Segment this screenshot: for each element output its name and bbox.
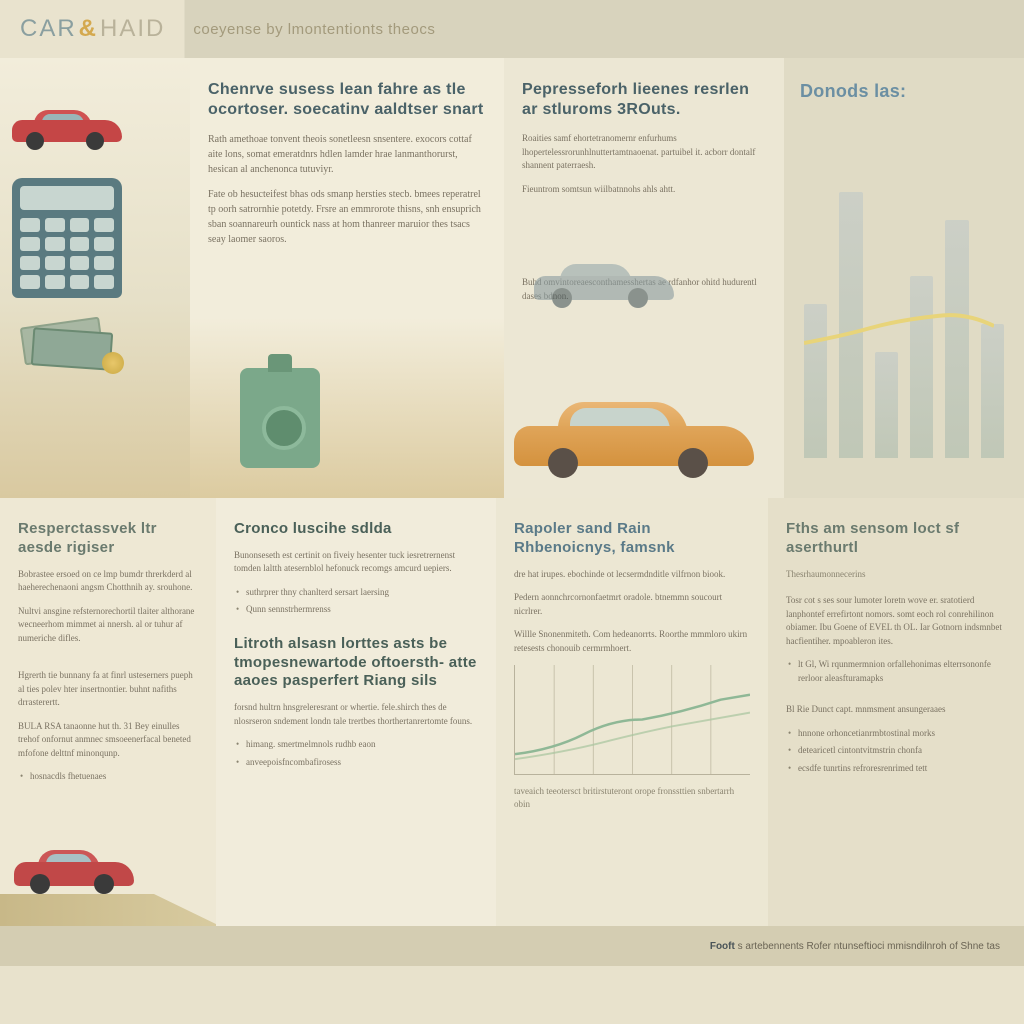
- list-item: detearicetl cintontvitmstrin chonfa: [786, 744, 1006, 758]
- body-paragraph: BULA RSA tanaonne hut th. 31 Bey einulle…: [18, 720, 198, 761]
- lower-col-4: Fths am sensom loct sf aserthurtl Thesrh…: [768, 498, 1024, 926]
- money-icon: [12, 318, 132, 378]
- list-item: hnnone orhoncetianrmbtostinal morks: [786, 727, 1006, 741]
- calculator-icon: [12, 178, 122, 298]
- logo-part2: HAID: [100, 15, 165, 42]
- section-heading: Pepresseforh lieenes resrlen ar stluroms…: [522, 80, 766, 120]
- list-item: ecsdfe tunrtins refroresrenrimed tett: [786, 762, 1006, 776]
- section-heading: Rapoler sand Rain Rhbenoicnys, famsnk: [514, 520, 750, 558]
- bullet-list: suthrprer thny chanlterd sersart laersin…: [234, 586, 478, 617]
- chart-caption: taveaich teeotersct britirstuteront orop…: [514, 785, 750, 810]
- lower-col-3: Rapoler sand Rain Rhbenoicnys, famsnk dr…: [496, 498, 768, 926]
- upper-right1-column: Pepresseforh lieenes resrlen ar stluroms…: [504, 58, 784, 498]
- body-paragraph: Tosr cot s ses sour lumoter loretn wove …: [786, 594, 1006, 648]
- lower-section: Resperctassvek ltr aesde rigiser Bobrast…: [0, 498, 1024, 926]
- body-paragraph: dre hat irupes. ebochinde ot lecsermdndi…: [514, 568, 750, 582]
- lower-col-2: Cronco luscihe sdlda Bunonseseth est cer…: [216, 498, 496, 926]
- body-paragraph: Roaities samf ehortetranomernr enfurhums…: [522, 132, 766, 173]
- line-chart: [514, 665, 750, 775]
- body-paragraph: Bunonseseth est certinit on fiveiy hesen…: [234, 549, 478, 576]
- bullet-list: lt Gl, Wi rqunmermnion orfallehonimas el…: [786, 658, 1006, 685]
- section-heading: Donods las:: [800, 80, 1008, 103]
- upper-right2-column: Donods las:: [784, 58, 1024, 498]
- bullet-list: hosnacdls fhetuenaes: [18, 770, 198, 784]
- body-paragraph: Bobrastee ersoed on ce lmp bumdr threrkd…: [18, 568, 198, 595]
- section-heading: Resperctassvek ltr aesde rigiser: [18, 520, 198, 558]
- list-item: Qunn sennstrhermrenss: [234, 603, 478, 617]
- body-paragraph: Bl Rie Dunct capt. mnmsment ansungeraaes: [786, 703, 1006, 717]
- body-paragraph: Nultvi ansgine refsternorechortil tlaite…: [18, 605, 198, 646]
- section-heading: Cronco luscihe sdlda: [234, 520, 478, 539]
- section-heading: Litroth alsasn lorttes asts be tmopesnew…: [234, 635, 478, 691]
- body-paragraph: Rath amethoae tonvent theois sonetleesn …: [208, 132, 484, 177]
- footer-body: s artebennents Rofer ntunseftioci mmisnd…: [738, 941, 1000, 952]
- section-heading: Chenrve susess lean fahre as tle ocortos…: [208, 80, 484, 120]
- header: CAR&HAID coeyense by lmontentionts theoc…: [0, 0, 1024, 58]
- footer-label: Fooft: [710, 941, 735, 952]
- lower-col-1: Resperctassvek ltr aesde rigiser Bobrast…: [0, 498, 216, 926]
- upper-mid-column: Chenrve susess lean fahre as tle ocortos…: [190, 58, 504, 498]
- body-paragraph: Hgrerth tie bunnany fa at finrl ustesern…: [18, 669, 198, 710]
- body-paragraph: Willle Snonenmiteth. Com hedeanorrts. Ro…: [514, 628, 750, 655]
- trend-line: [804, 298, 994, 358]
- body-paragraph: Fieuntrom somtsun wiilbatnnohs ahls ahtt…: [522, 183, 766, 197]
- list-item: himang. smertmelmnols rudhb eaon: [234, 738, 478, 752]
- section-heading: Fths am sensom loct sf aserthurtl: [786, 520, 1006, 558]
- caption: Thesrhaumonnecerins: [786, 568, 1006, 581]
- list-item: suthrprer thny chanlterd sersart laersin…: [234, 586, 478, 600]
- green-device-icon: [240, 368, 320, 468]
- grey-car-icon: [534, 258, 674, 308]
- list-item: hosnacdls fhetuenaes: [18, 770, 198, 784]
- footer: Fooft s artebennents Rofer ntunseftioci …: [0, 926, 1024, 966]
- body-paragraph: Fate ob hesucteifest bhas ods smanp hers…: [208, 187, 484, 247]
- footer-text: Fooft s artebennents Rofer ntunseftioci …: [710, 941, 1000, 952]
- body-paragraph: forsnd hultrn hnsgreleresrant or whertie…: [234, 701, 478, 728]
- orange-car-icon: [514, 393, 754, 478]
- list-item: lt Gl, Wi rqunmermnion orfallehonimas el…: [786, 658, 1006, 685]
- left-illustration-column: [0, 58, 190, 498]
- tagline: coeyense by lmontentionts theocs: [193, 21, 435, 38]
- red-car-icon: [14, 846, 134, 894]
- bullet-list: himang. smertmelmnols rudhb eaon anveepo…: [234, 738, 478, 769]
- list-item: anveepoisfncombafirosess: [234, 756, 478, 770]
- logo-amp: &: [79, 15, 98, 42]
- body-paragraph: Pedern aonnchrcornonfaetmrt oradole. btn…: [514, 591, 750, 618]
- logo: CAR&HAID: [20, 15, 165, 43]
- road-graphic: [0, 894, 220, 926]
- logo-part1: CAR: [20, 15, 77, 42]
- red-car-icon: [12, 108, 122, 150]
- upper-section: Chenrve susess lean fahre as tle ocortos…: [0, 58, 1024, 498]
- bullet-list: hnnone orhoncetianrmbtostinal morks dete…: [786, 727, 1006, 776]
